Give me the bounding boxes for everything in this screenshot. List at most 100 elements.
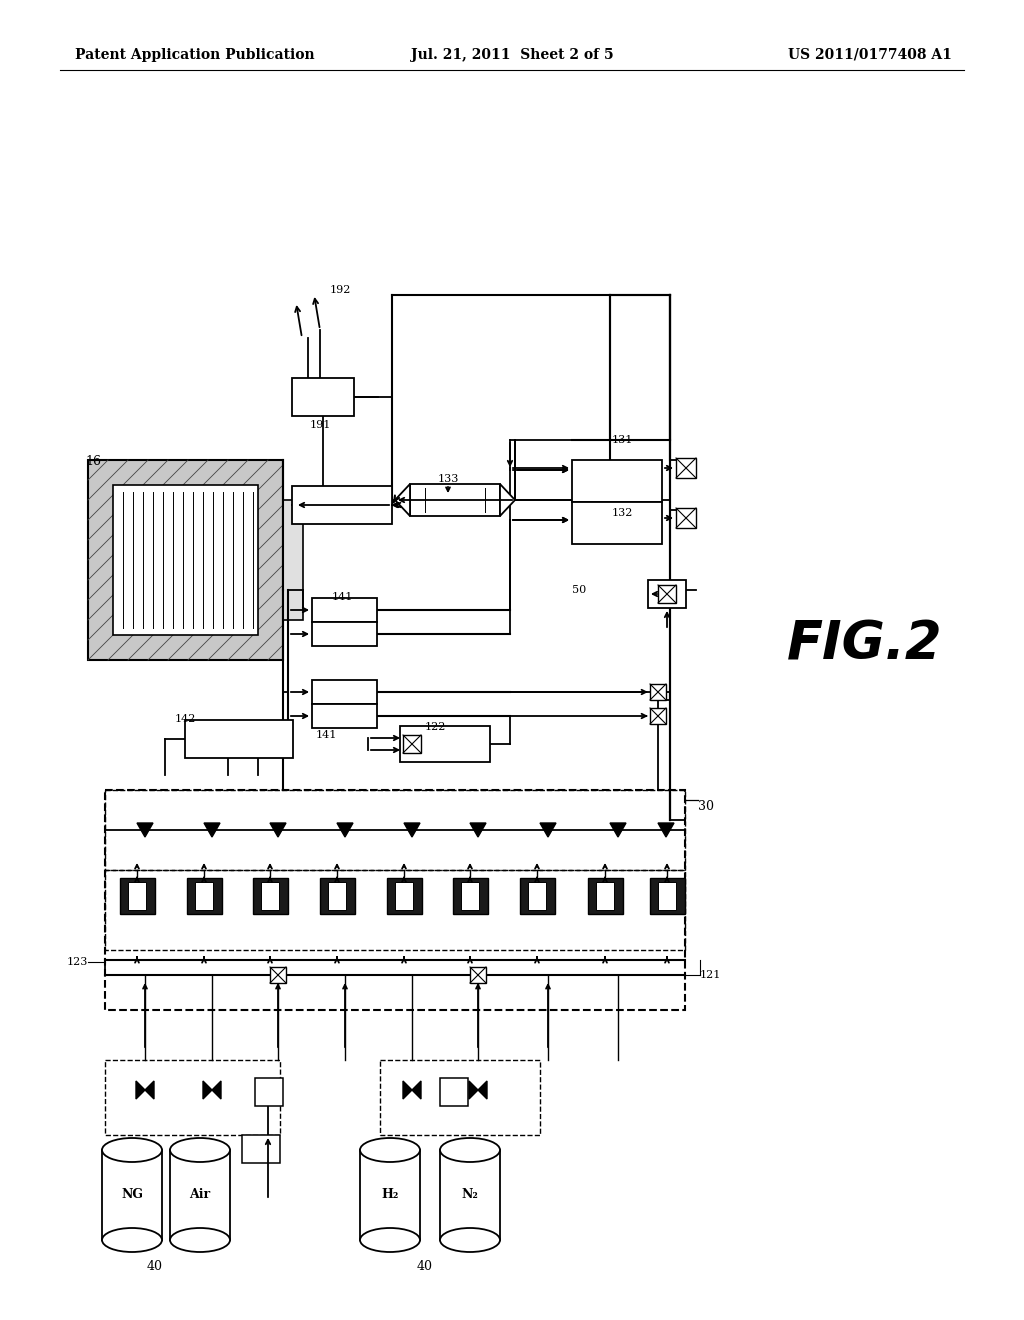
Polygon shape bbox=[204, 822, 220, 837]
Text: 40: 40 bbox=[417, 1261, 433, 1272]
Bar bbox=[658, 882, 676, 909]
Polygon shape bbox=[540, 822, 556, 837]
Bar bbox=[255, 1078, 283, 1106]
Bar bbox=[572, 502, 662, 544]
Polygon shape bbox=[337, 822, 353, 837]
Bar bbox=[650, 878, 685, 913]
Bar bbox=[395, 882, 413, 909]
Text: 122: 122 bbox=[424, 722, 445, 733]
Bar bbox=[658, 585, 676, 603]
Ellipse shape bbox=[170, 1228, 230, 1251]
Text: 123: 123 bbox=[67, 957, 88, 968]
Bar bbox=[400, 726, 490, 762]
Text: 16: 16 bbox=[85, 455, 101, 469]
Polygon shape bbox=[395, 484, 410, 516]
Bar bbox=[572, 459, 662, 502]
Polygon shape bbox=[500, 484, 515, 516]
Text: 191: 191 bbox=[310, 420, 332, 430]
Polygon shape bbox=[270, 822, 286, 837]
Bar bbox=[292, 486, 392, 524]
Bar bbox=[105, 789, 685, 1010]
Bar bbox=[528, 882, 546, 909]
Bar bbox=[470, 968, 486, 983]
Text: 141: 141 bbox=[316, 730, 337, 741]
Bar bbox=[461, 882, 479, 909]
Text: NG: NG bbox=[121, 1188, 143, 1201]
Text: FIG.2: FIG.2 bbox=[787, 619, 943, 671]
Ellipse shape bbox=[360, 1138, 420, 1162]
Bar bbox=[102, 1150, 162, 1239]
Bar bbox=[283, 500, 303, 620]
Text: 142: 142 bbox=[175, 714, 197, 723]
Ellipse shape bbox=[440, 1228, 500, 1251]
Text: US 2011/0177408 A1: US 2011/0177408 A1 bbox=[788, 48, 952, 62]
Bar bbox=[440, 1150, 500, 1239]
Text: N₂: N₂ bbox=[462, 1188, 478, 1201]
Bar bbox=[319, 878, 355, 913]
Text: 133: 133 bbox=[437, 474, 459, 484]
Bar bbox=[403, 735, 421, 752]
Polygon shape bbox=[610, 822, 626, 837]
Bar bbox=[440, 1078, 468, 1106]
Bar bbox=[187, 878, 222, 913]
Polygon shape bbox=[403, 1081, 412, 1100]
Bar bbox=[328, 882, 346, 909]
Text: H₂: H₂ bbox=[381, 1188, 398, 1201]
Ellipse shape bbox=[102, 1228, 162, 1251]
Bar bbox=[650, 684, 666, 700]
Ellipse shape bbox=[440, 1138, 500, 1162]
Bar bbox=[253, 878, 288, 913]
Ellipse shape bbox=[102, 1138, 162, 1162]
Polygon shape bbox=[470, 822, 486, 837]
Bar bbox=[380, 1060, 540, 1135]
Bar bbox=[312, 704, 377, 729]
Bar bbox=[312, 598, 377, 622]
Text: 192: 192 bbox=[330, 285, 351, 294]
Bar bbox=[105, 1060, 280, 1135]
Bar bbox=[596, 882, 614, 909]
Bar bbox=[88, 459, 283, 660]
Ellipse shape bbox=[360, 1228, 420, 1251]
Ellipse shape bbox=[170, 1138, 230, 1162]
Polygon shape bbox=[412, 1081, 421, 1100]
Polygon shape bbox=[478, 1081, 487, 1100]
Bar bbox=[270, 968, 286, 983]
Bar bbox=[128, 882, 146, 909]
Text: 30: 30 bbox=[698, 800, 714, 813]
Bar bbox=[588, 878, 623, 913]
Text: 50: 50 bbox=[572, 585, 587, 595]
Text: Air: Air bbox=[189, 1188, 211, 1201]
Bar bbox=[185, 719, 293, 758]
Polygon shape bbox=[137, 822, 153, 837]
Polygon shape bbox=[136, 1081, 145, 1100]
Bar bbox=[105, 870, 685, 950]
Bar bbox=[387, 878, 422, 913]
Bar bbox=[242, 1135, 280, 1163]
Text: Patent Application Publication: Patent Application Publication bbox=[75, 48, 314, 62]
Text: 132: 132 bbox=[612, 508, 634, 517]
Bar bbox=[170, 1150, 230, 1239]
Bar bbox=[676, 458, 696, 478]
Polygon shape bbox=[469, 1081, 478, 1100]
Bar bbox=[261, 882, 279, 909]
Text: Jul. 21, 2011  Sheet 2 of 5: Jul. 21, 2011 Sheet 2 of 5 bbox=[411, 48, 613, 62]
Text: 131: 131 bbox=[612, 436, 634, 445]
Polygon shape bbox=[145, 1081, 154, 1100]
Bar bbox=[648, 579, 686, 609]
Polygon shape bbox=[404, 822, 420, 837]
Text: 141: 141 bbox=[332, 591, 352, 602]
Bar bbox=[105, 789, 685, 870]
Polygon shape bbox=[658, 822, 674, 837]
Bar bbox=[520, 878, 555, 913]
Bar bbox=[195, 882, 213, 909]
Text: 121: 121 bbox=[700, 970, 721, 979]
Bar bbox=[113, 484, 258, 635]
Polygon shape bbox=[203, 1081, 212, 1100]
Bar bbox=[676, 508, 696, 528]
Bar bbox=[120, 878, 155, 913]
Bar bbox=[453, 878, 488, 913]
Bar bbox=[650, 708, 666, 723]
Polygon shape bbox=[212, 1081, 221, 1100]
Bar bbox=[312, 622, 377, 645]
Bar bbox=[360, 1150, 420, 1239]
